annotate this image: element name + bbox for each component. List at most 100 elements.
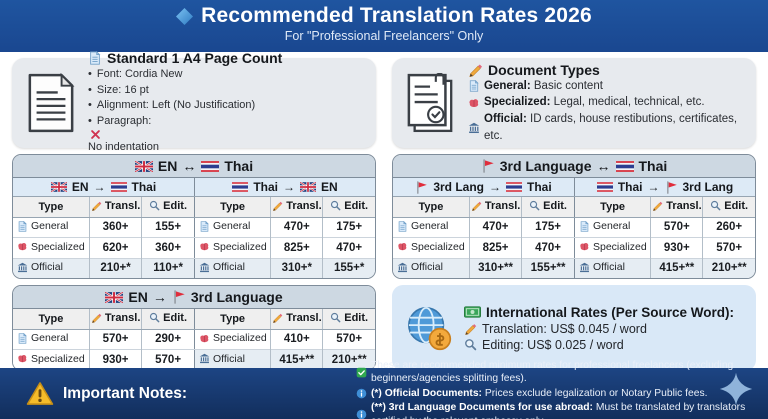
title-left: EN	[128, 289, 148, 305]
doc-icon	[199, 221, 210, 232]
bullet-size: Size: 16 pt	[88, 83, 282, 99]
magnifier-icon	[710, 200, 721, 211]
title-right: Thai	[638, 158, 668, 174]
page-count-bullets: Font: Cordia New Size: 16 pt Alignment: …	[88, 67, 282, 156]
international-translation: Translation: US$ 0.045 / word	[464, 322, 734, 336]
table-row: General 470+ 175+	[194, 217, 375, 238]
pencil-icon	[464, 322, 477, 335]
red-flag-icon	[665, 181, 678, 194]
magnifier-icon	[149, 312, 160, 323]
rates-table-en-third-right: Type Transl. Edit. Specialized 410+ 570+ O…	[194, 309, 375, 370]
title-right: Thai	[224, 158, 254, 174]
doc-icon	[468, 80, 480, 92]
info-icon	[356, 388, 367, 399]
title-left: EN	[157, 158, 178, 174]
thailand-flag-icon	[111, 182, 127, 192]
col-edit: Edit.	[141, 196, 194, 218]
thailand-flag-icon	[506, 182, 522, 192]
red-flag-icon	[415, 181, 428, 194]
col-type: Type	[194, 309, 271, 330]
note-official-documents: (*) Official Documents: Prices exclude l…	[356, 387, 754, 401]
pencil-icon	[91, 312, 102, 323]
title-right: 3rd Language	[190, 289, 283, 305]
important-notes-label: Important Notes:	[26, 381, 356, 406]
table-en-third: EN → 3rd Language Type Transl. Edi	[12, 285, 376, 371]
page-count-card: Standard 1 A4 Page Count Font: Cordia Ne…	[12, 50, 376, 153]
footer-notes: These are recommended minimum rates for …	[356, 359, 754, 419]
diamond-icon	[176, 8, 193, 25]
doc-icon	[579, 221, 590, 232]
table-row: General 470+ 175+	[393, 217, 574, 238]
paragraph-value: No indentation	[88, 141, 159, 154]
header-subtitle: For "Professional Freelancers" Only	[284, 29, 484, 43]
table-row: General 570+ 260+	[574, 217, 755, 238]
pencil-icon	[652, 200, 663, 211]
table-en-thai: EN ↔ Thai EN →	[12, 154, 376, 279]
table-row: Official 310+* 155+*	[194, 257, 375, 278]
footer: Important Notes: These are recommended m…	[0, 360, 768, 419]
brain-icon	[199, 333, 210, 344]
subhead-to: Thai	[131, 180, 157, 194]
doc-icon	[17, 333, 28, 344]
banknote-icon	[464, 306, 481, 318]
table-third-thai: 3rd Language ↔ Thai 3rd Lang →	[392, 154, 756, 279]
magnifier-icon	[464, 338, 477, 351]
arrow: →	[93, 180, 106, 194]
bank-icon	[199, 353, 210, 364]
tables-row-2: EN → 3rd Language Type Transl. Edi	[12, 285, 756, 371]
brain-icon	[397, 241, 408, 252]
bank-icon	[199, 262, 210, 273]
col-edit: Edit.	[521, 196, 574, 218]
rates-table-third-to-thai: 3rd Lang → Thai Type Transl. Edit.	[393, 178, 574, 278]
pencil-icon	[272, 312, 283, 323]
arrow: →	[489, 180, 501, 194]
col-transl: Transl.	[650, 196, 703, 218]
col-edit: Edit.	[141, 309, 194, 330]
arrow: ↔	[596, 158, 611, 174]
table-row: General 360+ 155+	[13, 217, 194, 238]
arrow: →	[647, 180, 660, 194]
international-title: International Rates (Per Source Word):	[464, 305, 734, 320]
magnifier-icon	[529, 200, 540, 211]
thailand-flag-icon	[616, 161, 634, 172]
bullet-font: Font: Cordia New	[88, 67, 282, 83]
page-title: Recommended Translation Rates 2026	[201, 4, 592, 27]
card-title: Document Types	[468, 62, 746, 78]
arrow: ↔	[182, 158, 197, 174]
rates-table-en-to-thai: EN → Thai Type Transl. Edit.	[13, 178, 194, 278]
table-title-bar: 3rd Language ↔ Thai	[393, 155, 755, 178]
documents-stack-icon	[406, 73, 456, 133]
doc-type-specialized: Specialized: Legal, medical, technical, …	[468, 94, 746, 111]
check-icon	[356, 367, 367, 378]
red-flag-icon	[172, 290, 186, 304]
table-row: Official 415+** 210+**	[194, 349, 375, 370]
header: Recommended Translation Rates 2026 For "…	[0, 0, 768, 52]
uk-flag-icon	[135, 161, 153, 172]
rates-table-thai-to-en: Thai → EN Type Transl. Edit.	[194, 178, 375, 278]
col-type: Type	[13, 309, 90, 330]
subhead-from: 3rd Lang	[433, 180, 484, 194]
subhead-from: EN	[71, 180, 89, 194]
globe-coin-icon	[406, 305, 452, 351]
table-row: General 570+ 290+	[13, 329, 194, 350]
doc-icon	[397, 221, 408, 232]
doc-types-title: Document Types	[488, 61, 600, 78]
uk-flag-icon	[105, 292, 123, 303]
bank-icon	[579, 262, 590, 273]
bank-icon	[17, 262, 28, 273]
col-type: Type	[13, 196, 90, 218]
table-title-bar: EN ↔ Thai	[13, 155, 375, 178]
thailand-flag-icon	[201, 161, 219, 172]
paragraph-label: Paragraph:	[96, 114, 152, 127]
title-left: 3rd Language	[499, 158, 592, 174]
col-type: Type	[393, 196, 470, 218]
col-transl: Transl.	[88, 309, 142, 330]
col-transl: Transl.	[270, 196, 323, 218]
note-minimum-rates: These are recommended minimum rates for …	[356, 359, 754, 386]
uk-flag-icon	[300, 182, 316, 192]
red-flag-icon	[481, 159, 495, 173]
table-row: Specialized 930+ 570+	[574, 237, 755, 258]
col-edit: Edit.	[322, 196, 375, 218]
table-row: Specialized 620+ 360+	[13, 237, 194, 258]
bullet-paragraph: Paragraph: No indentation	[88, 114, 282, 156]
